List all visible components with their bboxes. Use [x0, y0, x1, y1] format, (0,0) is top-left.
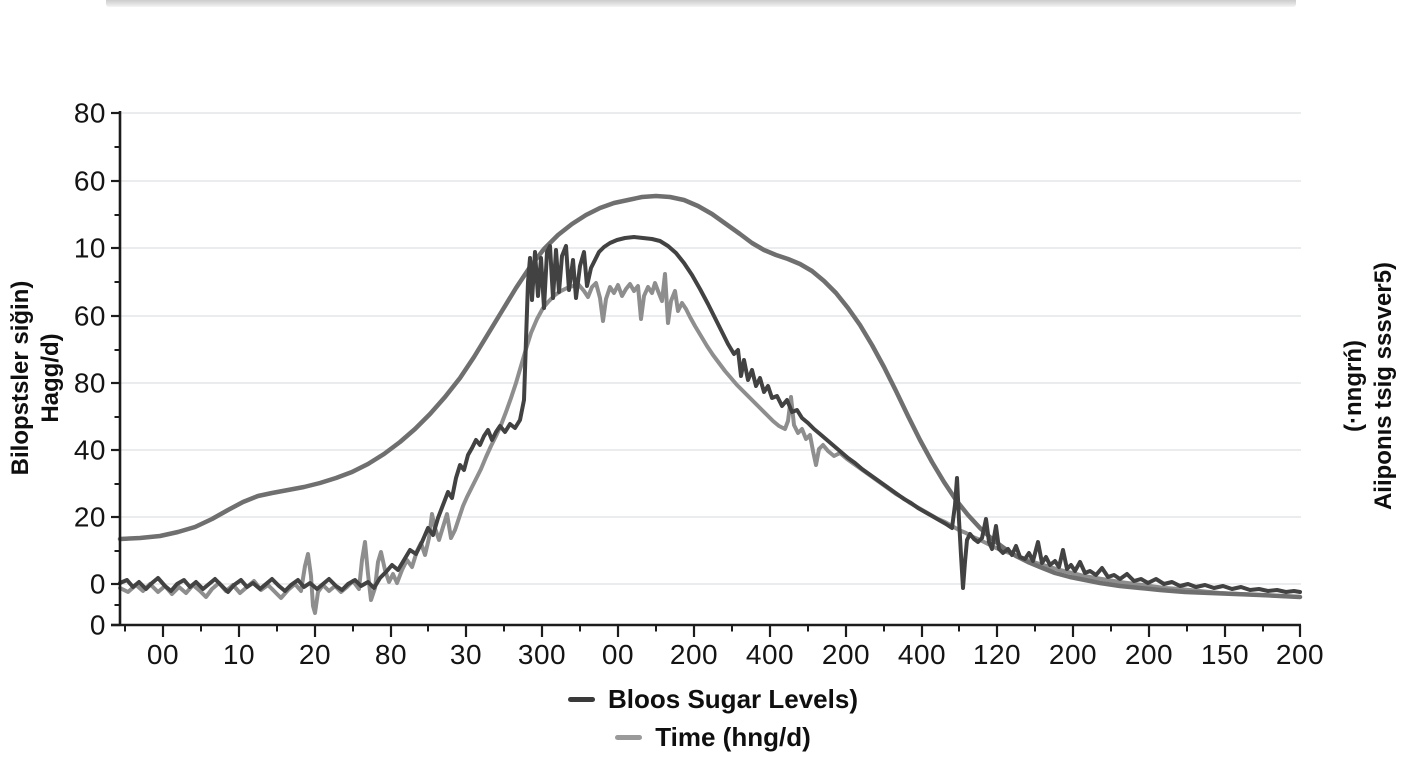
series-time: [117, 193, 1303, 600]
x-tick-label: 400: [746, 639, 794, 670]
y-tick-label: 60: [74, 166, 106, 197]
x-tick-label: 150: [1201, 639, 1249, 670]
top-crop-artifact: [106, 0, 1296, 7]
x-tick-label: 00: [602, 639, 634, 670]
x-tick-label: 400: [898, 639, 946, 670]
x-tick-label: 120: [973, 639, 1021, 670]
legend-label-time: Time (hng/d): [655, 722, 811, 752]
x-tick-label: 30: [450, 639, 482, 670]
y-tick-label: 20: [74, 502, 106, 533]
x-tick-label: 200: [670, 639, 718, 670]
x-tick-label: 200: [822, 639, 870, 670]
y-tick-label: 60: [74, 301, 106, 332]
y-tick-label: 0: [90, 610, 106, 641]
x-tick-label: 200: [1276, 639, 1324, 670]
y-tick-label: 80: [74, 98, 106, 129]
legend-swatch-time-icon: [615, 735, 643, 740]
y-tick-label: 0: [90, 569, 106, 600]
series-noisy-gray: [118, 272, 1302, 615]
legend: Bloos Sugar Levels) Time (hng/d): [568, 684, 858, 753]
x-tick-label: 20: [299, 639, 331, 670]
x-tick-label: 300: [518, 639, 566, 670]
legend-label-bloos: Bloos Sugar Levels): [608, 684, 858, 714]
series-bloos-sugar-levels: [118, 235, 1302, 594]
y-tick-label: 10: [74, 233, 106, 264]
x-tick-label: 80: [375, 639, 407, 670]
x-tick-label: 10: [223, 639, 255, 670]
legend-item-bloos-sugar-levels: Bloos Sugar Levels): [568, 684, 858, 715]
x-tick-label: 200: [1125, 639, 1173, 670]
y-tick-label: 80: [74, 368, 106, 399]
legend-swatch-bloos-icon: [568, 697, 596, 702]
legend-item-time: Time (hng/d): [615, 722, 811, 753]
x-tick-label: 00: [147, 639, 179, 670]
y-tick-label: 40: [74, 435, 106, 466]
x-tick-label: 200: [1049, 639, 1097, 670]
